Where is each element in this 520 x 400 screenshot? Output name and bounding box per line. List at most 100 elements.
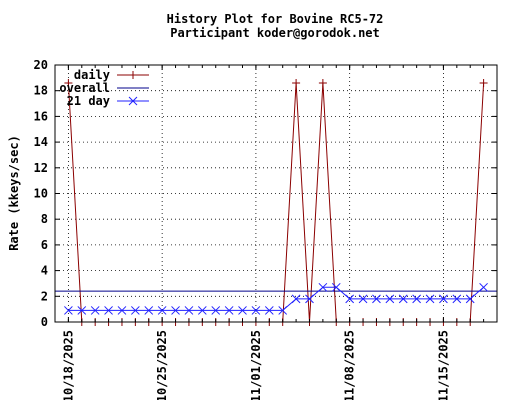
cross-b bbox=[128, 96, 138, 106]
cross-b bbox=[278, 306, 288, 315]
cross-b bbox=[184, 306, 194, 315]
cross-b bbox=[345, 294, 355, 304]
cross-b bbox=[197, 306, 207, 315]
chart-title: History Plot for Bovine RC5-72 bbox=[167, 12, 384, 26]
cross-b bbox=[305, 294, 314, 304]
series-21-day-point bbox=[278, 306, 288, 315]
series-21-day-point bbox=[144, 306, 154, 315]
cross-b bbox=[372, 294, 381, 304]
series-21-day-point bbox=[238, 306, 247, 315]
series-21-day-point bbox=[439, 294, 448, 304]
series-21-day-point bbox=[90, 306, 100, 315]
series-21-day-point bbox=[171, 306, 180, 315]
series-21-day-point bbox=[211, 306, 221, 315]
cross-b bbox=[479, 282, 488, 292]
series-daily-point bbox=[64, 78, 73, 87]
series-21-day-point bbox=[372, 294, 381, 304]
series-21-day-point bbox=[197, 306, 207, 315]
cross-b bbox=[90, 306, 100, 315]
x-tick-label: 11/08/2025 bbox=[343, 330, 357, 400]
cross-b bbox=[291, 294, 301, 304]
cross-b bbox=[465, 294, 475, 304]
chart-subtitle: Participant koder@gorodok.net bbox=[170, 26, 380, 40]
legend-label-daily: daily bbox=[74, 68, 110, 82]
y-tick-label: 14 bbox=[34, 135, 48, 149]
y-tick-label: 6 bbox=[41, 238, 48, 252]
series-21-day-point bbox=[452, 294, 462, 304]
cross-b bbox=[425, 294, 435, 304]
series-21-day-point bbox=[104, 306, 113, 315]
y-tick-label: 8 bbox=[41, 212, 48, 226]
series-21-day-line bbox=[68, 286, 484, 311]
y-tick-label: 20 bbox=[34, 58, 48, 72]
cross-b bbox=[412, 294, 421, 304]
y-tick-label: 0 bbox=[41, 315, 48, 329]
y-ticks: 0 2 4 6 8 10 12 14 16 18 20 bbox=[34, 58, 497, 329]
x-tick-label: 10/18/2025 bbox=[61, 330, 75, 400]
cross-b bbox=[398, 294, 408, 304]
series-daily-point bbox=[292, 78, 301, 87]
series-21-day-point bbox=[385, 294, 395, 304]
series-21-day-point bbox=[465, 294, 475, 304]
series-21-day-point bbox=[157, 306, 167, 315]
series-21-day-point bbox=[345, 294, 355, 304]
cross-b bbox=[117, 306, 127, 315]
cross-b bbox=[104, 306, 113, 315]
series-daily-point bbox=[318, 78, 327, 87]
series-21-day-point bbox=[398, 294, 408, 304]
cross-b bbox=[452, 294, 462, 304]
series-21-day-point bbox=[479, 282, 488, 292]
series-21-day-point bbox=[291, 294, 301, 304]
cross-b bbox=[358, 294, 368, 304]
cross-b bbox=[131, 306, 140, 315]
cross-b bbox=[157, 306, 167, 315]
grid bbox=[55, 65, 497, 322]
cross-b bbox=[171, 306, 180, 315]
series-21-day-point bbox=[251, 306, 261, 315]
series-21-day-point bbox=[117, 306, 127, 315]
cross-b bbox=[211, 306, 221, 315]
series-daily-line bbox=[67, 82, 485, 323]
legend-marker-21-day bbox=[128, 96, 138, 106]
legend-marker-daily bbox=[129, 71, 137, 79]
cross-b bbox=[318, 282, 328, 292]
series-21-day-point bbox=[358, 294, 368, 304]
series-21-day-point bbox=[224, 306, 234, 315]
cross-b bbox=[64, 306, 73, 315]
x-tick-label: 10/25/2025 bbox=[155, 330, 169, 400]
cross-b bbox=[238, 306, 247, 315]
cross-b bbox=[439, 294, 448, 304]
series-21-day-point bbox=[77, 306, 87, 315]
x-tick-label: 11/01/2025 bbox=[249, 330, 263, 400]
y-tick-label: 12 bbox=[34, 161, 48, 175]
series-21-day-point bbox=[184, 306, 194, 315]
legend-label-21-day: 21 day bbox=[67, 94, 110, 108]
series-21-day-point bbox=[64, 306, 73, 315]
series-21-day-point bbox=[425, 294, 435, 304]
x-tick-label: 11/15/2025 bbox=[436, 330, 450, 400]
cross-b bbox=[331, 282, 341, 292]
cross-b bbox=[385, 294, 395, 304]
y-tick-label: 10 bbox=[34, 187, 48, 201]
series-daily-point bbox=[479, 78, 488, 87]
series-21-day-point bbox=[318, 282, 328, 292]
y-tick-label: 16 bbox=[34, 109, 48, 123]
series-21-day-point bbox=[412, 294, 421, 304]
x-ticks: 10/18/2025 10/25/2025 11/01/2025 11/08/2025… bbox=[61, 65, 485, 400]
cross-b bbox=[144, 306, 154, 315]
cross-b bbox=[77, 306, 87, 315]
legend-label-overall: overall bbox=[59, 81, 110, 95]
cross-b bbox=[224, 306, 234, 315]
cross-b bbox=[251, 306, 261, 315]
y-axis-label: Rate (kkeys/sec) bbox=[7, 135, 21, 251]
series-21-day-point bbox=[131, 306, 140, 315]
series-21-day-point bbox=[331, 282, 341, 292]
series-21-day-point bbox=[264, 306, 274, 315]
y-tick-label: 2 bbox=[41, 289, 48, 303]
y-tick-label: 18 bbox=[34, 84, 48, 98]
series-21-day-point bbox=[305, 294, 314, 304]
cross-b bbox=[264, 306, 274, 315]
y-tick-label: 4 bbox=[41, 264, 48, 278]
